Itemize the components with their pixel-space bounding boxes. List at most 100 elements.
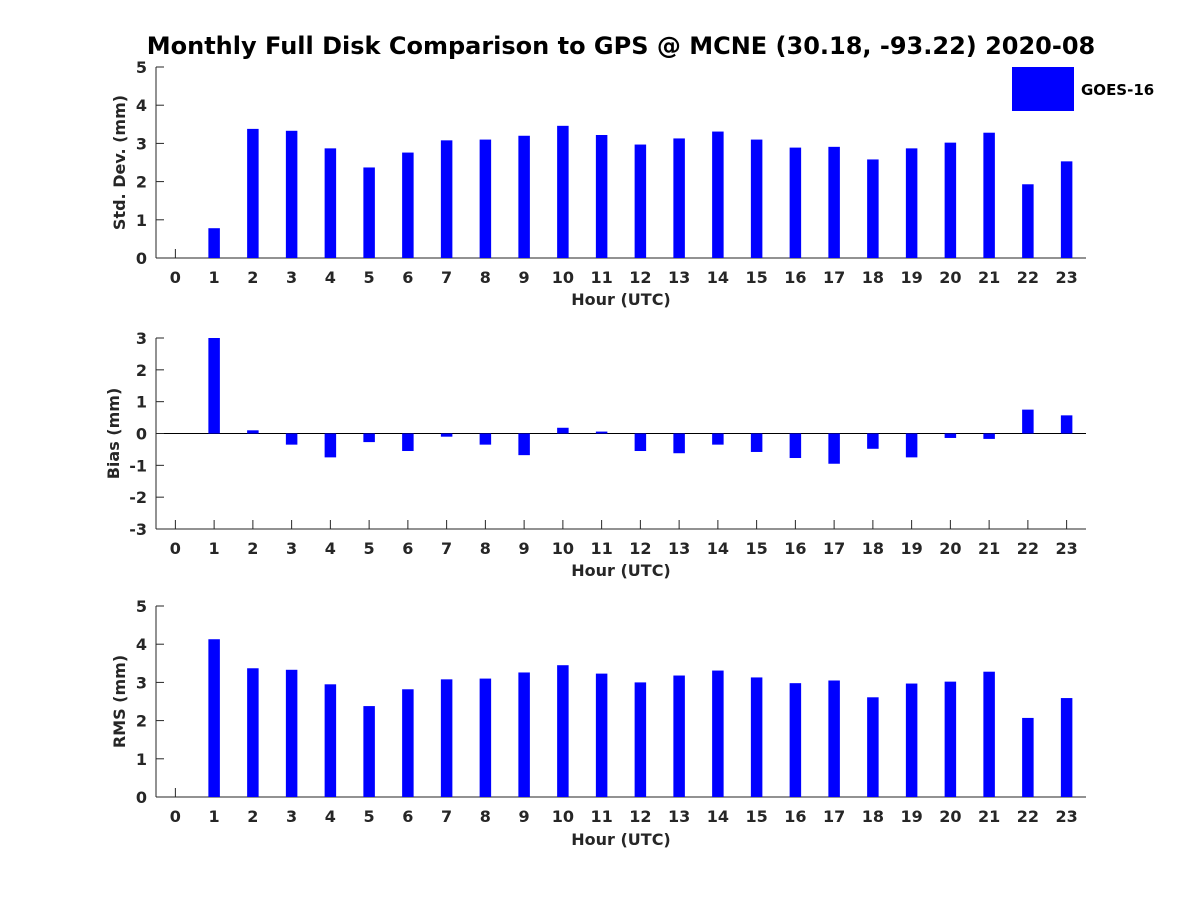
- x-axis-label: Hour (UTC): [571, 290, 671, 309]
- bar-hour-20: [944, 681, 957, 797]
- bar-hour-12: [634, 433, 647, 452]
- bar-hour-12: [634, 682, 647, 797]
- x-tick-label: 5: [364, 807, 375, 826]
- x-tick-label: 9: [519, 807, 530, 826]
- y-tick-label: 2: [136, 361, 147, 380]
- x-tick-label: 16: [784, 268, 806, 287]
- x-axis-label: Hour (UTC): [571, 830, 671, 849]
- x-tick-label: 12: [629, 268, 651, 287]
- bar-hour-14: [712, 433, 724, 445]
- x-tick-label: 21: [978, 539, 1000, 558]
- bar-hour-22: [1022, 184, 1034, 258]
- x-tick-label: 11: [590, 268, 612, 287]
- x-tick-label: 8: [480, 807, 491, 826]
- x-tick-label: 10: [552, 268, 574, 287]
- x-tick-label: 20: [939, 268, 961, 287]
- bar-hour-22: [1022, 409, 1034, 434]
- bar-hour-3: [285, 433, 298, 445]
- x-tick-label: 5: [364, 268, 375, 287]
- x-tick-label: 4: [325, 807, 336, 826]
- bar-hour-23: [1060, 698, 1073, 797]
- bar-hour-7: [440, 679, 453, 797]
- bar-hour-4: [324, 433, 337, 458]
- x-tick-label: 18: [862, 539, 884, 558]
- bar-hour-23: [1060, 415, 1073, 434]
- bar-hour-8: [479, 433, 492, 445]
- bar-hour-8: [479, 678, 492, 797]
- bar-hour-10: [557, 125, 569, 258]
- bar-hour-21: [983, 433, 995, 439]
- bar-hour-1: [208, 228, 220, 258]
- x-tick-label: 9: [519, 539, 530, 558]
- bar-hour-7: [440, 433, 453, 437]
- y-tick-label: 1: [136, 750, 147, 769]
- bar-hour-2: [247, 668, 259, 797]
- bar-hour-20: [944, 142, 957, 258]
- x-axis-label: Hour (UTC): [571, 561, 671, 580]
- x-tick-label: 19: [900, 268, 922, 287]
- x-tick-label: 18: [862, 268, 884, 287]
- x-tick-label: 21: [978, 807, 1000, 826]
- bar-hour-5: [363, 433, 375, 443]
- bar-hour-4: [324, 148, 337, 258]
- bar-hour-19: [905, 683, 918, 797]
- x-tick-label: 1: [209, 268, 220, 287]
- x-tick-label: 10: [552, 539, 574, 558]
- x-tick-label: 12: [629, 807, 651, 826]
- y-tick-label: 1: [136, 393, 147, 412]
- x-tick-label: 15: [745, 539, 767, 558]
- x-tick-label: 3: [286, 807, 297, 826]
- y-tick-label: 2: [136, 712, 147, 731]
- bar-hour-15: [750, 433, 763, 452]
- x-tick-label: 22: [1017, 268, 1039, 287]
- y-tick-label: 5: [136, 58, 147, 77]
- bar-hour-9: [518, 433, 530, 456]
- bar-hour-16: [789, 683, 802, 797]
- bar-hour-19: [905, 148, 918, 258]
- x-tick-label: 2: [247, 539, 258, 558]
- y-tick-label: 3: [136, 329, 147, 348]
- bar-hour-21: [983, 671, 995, 797]
- x-tick-label: 10: [552, 807, 574, 826]
- y-tick-label: 1: [136, 211, 147, 230]
- bar-hour-22: [1022, 717, 1034, 797]
- bar-hour-9: [518, 672, 530, 797]
- y-tick-label: 4: [136, 635, 147, 654]
- bar-hour-10: [557, 665, 569, 797]
- x-tick-label: 13: [668, 807, 690, 826]
- x-tick-label: 17: [823, 807, 845, 826]
- x-tick-label: 3: [286, 268, 297, 287]
- x-tick-label: 15: [745, 268, 767, 287]
- x-tick-label: 13: [668, 268, 690, 287]
- bar-hour-9: [518, 135, 530, 258]
- y-tick-label: 0: [136, 249, 147, 268]
- bar-hour-15: [750, 677, 763, 797]
- bar-hour-17: [828, 146, 840, 258]
- x-tick-label: 23: [1055, 539, 1077, 558]
- x-tick-label: 9: [519, 268, 530, 287]
- bar-hour-16: [789, 147, 802, 258]
- bar-hour-14: [712, 131, 724, 258]
- y-tick-label: 4: [136, 96, 147, 115]
- x-tick-label: 6: [402, 807, 413, 826]
- bar-hour-17: [828, 680, 840, 797]
- x-tick-label: 14: [707, 807, 729, 826]
- y-tick-label: 0: [136, 788, 147, 807]
- y-axis-label: Bias (mm): [104, 388, 123, 480]
- bar-hour-8: [479, 139, 492, 258]
- bar-hour-17: [828, 433, 840, 464]
- bar-hour-23: [1060, 161, 1073, 258]
- x-tick-label: 21: [978, 268, 1000, 287]
- x-tick-label: 22: [1017, 539, 1039, 558]
- bar-hour-20: [944, 433, 957, 438]
- x-tick-label: 8: [480, 268, 491, 287]
- x-tick-label: 3: [286, 539, 297, 558]
- y-axis-label: RMS (mm): [110, 655, 129, 748]
- bar-hour-13: [673, 675, 685, 797]
- legend-label-goes-16: GOES-16: [1081, 81, 1154, 99]
- x-tick-label: 2: [247, 807, 258, 826]
- bar-hour-12: [634, 144, 647, 258]
